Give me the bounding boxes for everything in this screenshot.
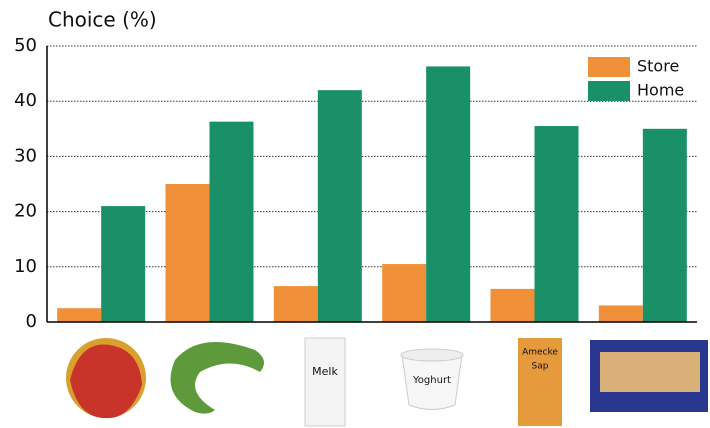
y-tick-label: 20: [14, 201, 37, 222]
product-text: Sap: [532, 362, 549, 372]
bar: [273, 286, 318, 322]
product-text: Amecke: [522, 348, 558, 358]
product-text: Melk: [312, 365, 338, 378]
bar: [642, 128, 687, 322]
bar: [382, 264, 427, 322]
legend-swatch: [588, 81, 630, 101]
bar: [209, 121, 254, 323]
product-text: Yoghurt: [412, 375, 451, 386]
juice-image: [518, 338, 562, 426]
bar: [101, 206, 146, 322]
yoghurt-image: [401, 354, 463, 410]
product-images: [66, 337, 708, 427]
y-tick-label: 0: [26, 311, 37, 332]
bar: [317, 90, 362, 322]
chart-title: Choice (%): [48, 8, 157, 32]
y-tick-label: 10: [14, 256, 37, 277]
bar: [165, 184, 210, 322]
legend-label: Home: [637, 81, 684, 100]
bar: [490, 288, 535, 322]
y-tick-label: 40: [14, 90, 37, 111]
biscuits: [600, 352, 700, 392]
bar: [598, 305, 643, 322]
legend-swatch: [588, 57, 630, 77]
cucumber-image: [170, 342, 264, 414]
yoghurt-lid: [400, 348, 464, 362]
y-tick-label: 30: [14, 145, 37, 166]
milk-image: [304, 337, 346, 427]
bar: [57, 308, 102, 322]
legend-label: Store: [637, 57, 679, 76]
bar: [426, 66, 471, 322]
y-tick-label: 50: [14, 35, 37, 56]
apple-shade: [70, 344, 142, 419]
bar: [534, 126, 579, 322]
